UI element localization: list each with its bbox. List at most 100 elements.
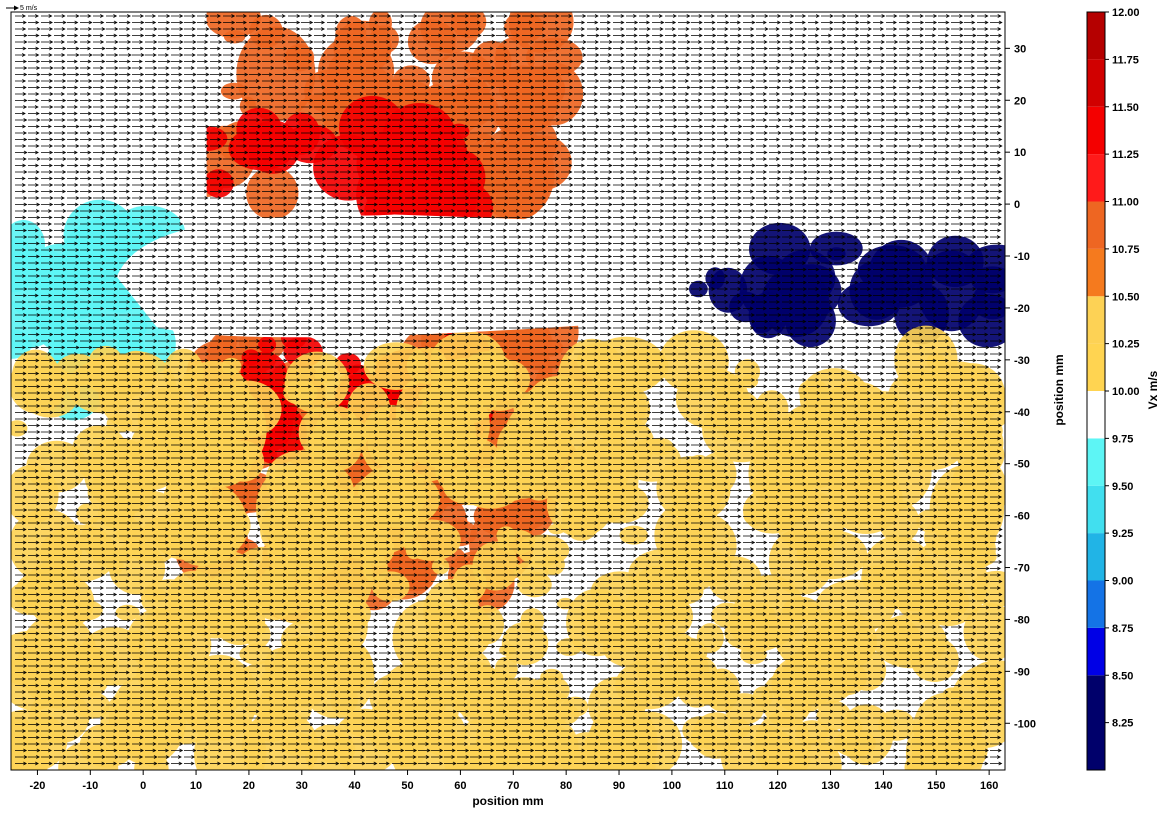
contour-blob: [956, 433, 1005, 477]
vector-arrows: [15, 274, 1002, 278]
contour-blob: [106, 414, 133, 433]
vector-arrows: [15, 384, 1003, 389]
vector-row: [15, 755, 1001, 759]
vector-arrows: [15, 14, 1002, 18]
vector-row: [15, 66, 1002, 70]
contour-blob: [701, 495, 720, 514]
contour-blob: [354, 526, 389, 564]
x-tick-label: 120: [768, 780, 786, 792]
contour-blob: [972, 282, 1005, 320]
vector-arrows: [15, 345, 1002, 350]
contour-blob: [205, 12, 261, 38]
vector-arrows: [15, 443, 1003, 447]
contour-blob: [26, 440, 88, 493]
contour-blob: [330, 418, 370, 451]
contour-blob: [11, 509, 83, 582]
vector-row: [15, 287, 1003, 291]
y-axis-label: position mm: [1052, 354, 1066, 425]
vector-arrows: [15, 638, 1002, 642]
vector-row: [15, 514, 1003, 519]
vector-row: [15, 592, 1003, 597]
vector-arrows: [15, 40, 1002, 44]
vector-row: [15, 111, 1002, 116]
colorbar-swatch: [1087, 12, 1105, 60]
vector-arrows: [15, 163, 1002, 168]
y-tick-label: -70: [1014, 563, 1030, 575]
vector-arrows: [15, 20, 1003, 25]
contour-blob: [179, 658, 248, 705]
contour-blob: [129, 630, 151, 644]
contour-blob: [258, 336, 277, 354]
contour-blob: [909, 429, 943, 462]
y-axis: 30 20 10 0 -10 -20 -30 -40 -50 -60 -70 -80 -90 -100: [1005, 43, 1036, 730]
vector-row: [15, 475, 1002, 480]
contour-blob: [619, 525, 648, 545]
vector-arrows: [15, 553, 1002, 558]
vector-row: [15, 573, 1002, 577]
contour-blob: [212, 380, 282, 439]
contour-blob: [203, 605, 257, 639]
contour-blob: [542, 553, 565, 576]
x-tick-label: 100: [663, 780, 681, 792]
contour-blob: [145, 693, 217, 745]
colorbar-tick-label: 10.00: [1112, 386, 1140, 398]
y-tick-label: 0: [1014, 199, 1020, 211]
vector-row: [15, 72, 1002, 77]
vector-row: [15, 157, 1003, 161]
y-tick-label: -60: [1014, 511, 1030, 523]
vector-row: [15, 215, 1002, 220]
contour-blob: [443, 468, 500, 506]
contour-blob: [970, 660, 1005, 693]
vector-row: [15, 293, 1002, 298]
contour-blob: [404, 421, 430, 441]
vector-arrows: [15, 235, 1001, 239]
contour-blob: [721, 724, 799, 770]
contour-blob: [602, 628, 665, 668]
contour-blob: [638, 592, 693, 640]
vector-row: [15, 241, 1002, 246]
colorbar-swatch: [1087, 533, 1105, 581]
contour-blob: [659, 330, 729, 393]
vector-arrows: [15, 157, 1003, 161]
contour-blob: [513, 135, 572, 191]
contour-blob: [501, 622, 549, 666]
contour-blob: [274, 636, 334, 692]
colorbar-swatch: [1087, 154, 1105, 202]
x-tick-label: 90: [613, 780, 625, 792]
colorbar-tick-label: 10.50: [1112, 291, 1140, 303]
vector-arrows: [15, 495, 1003, 499]
vector-row: [15, 527, 1003, 532]
colorbar-swatch: [1087, 106, 1105, 155]
vector-row: [15, 566, 1001, 571]
vector-row: [15, 495, 1003, 499]
x-axis: -20 -10 0 10 20 30 40 50 60 70 80 90 100 110 120 130 140…: [29, 770, 998, 792]
contour-blob: [621, 439, 682, 482]
vector-arrows: [15, 66, 1002, 70]
colorbar-tick-label: 9.75: [1112, 433, 1133, 445]
vector-row: [15, 651, 1002, 655]
vector-arrows: [15, 618, 1002, 623]
colorbar-tick-label: 12.00: [1112, 7, 1140, 19]
contour-blob: [451, 12, 487, 39]
vector-arrows: [15, 469, 1002, 473]
vector-arrows: [15, 670, 1003, 675]
vector-row: [15, 521, 1002, 525]
vector-row: [15, 404, 1003, 408]
contour-blob: [185, 436, 253, 488]
vector-arrows: [15, 267, 1003, 272]
vector-row: [15, 222, 1003, 226]
contour-blob: [660, 555, 706, 583]
vector-row: [15, 235, 1001, 239]
vector-row: [15, 378, 1002, 382]
vector-arrows: [15, 72, 1002, 77]
contour-blob: [246, 166, 299, 220]
vector-arrows: [15, 209, 1003, 213]
contour-blob: [330, 683, 358, 715]
colorbar-tick-label: 8.75: [1112, 623, 1133, 635]
colorbar-swatch: [1087, 296, 1105, 344]
vector-arrows: [15, 92, 1003, 96]
colorbar-swatch: [1087, 343, 1105, 391]
vector-arrows: [15, 53, 1003, 57]
contour-blob: [11, 238, 37, 293]
y-tick-label: 30: [1014, 43, 1026, 55]
